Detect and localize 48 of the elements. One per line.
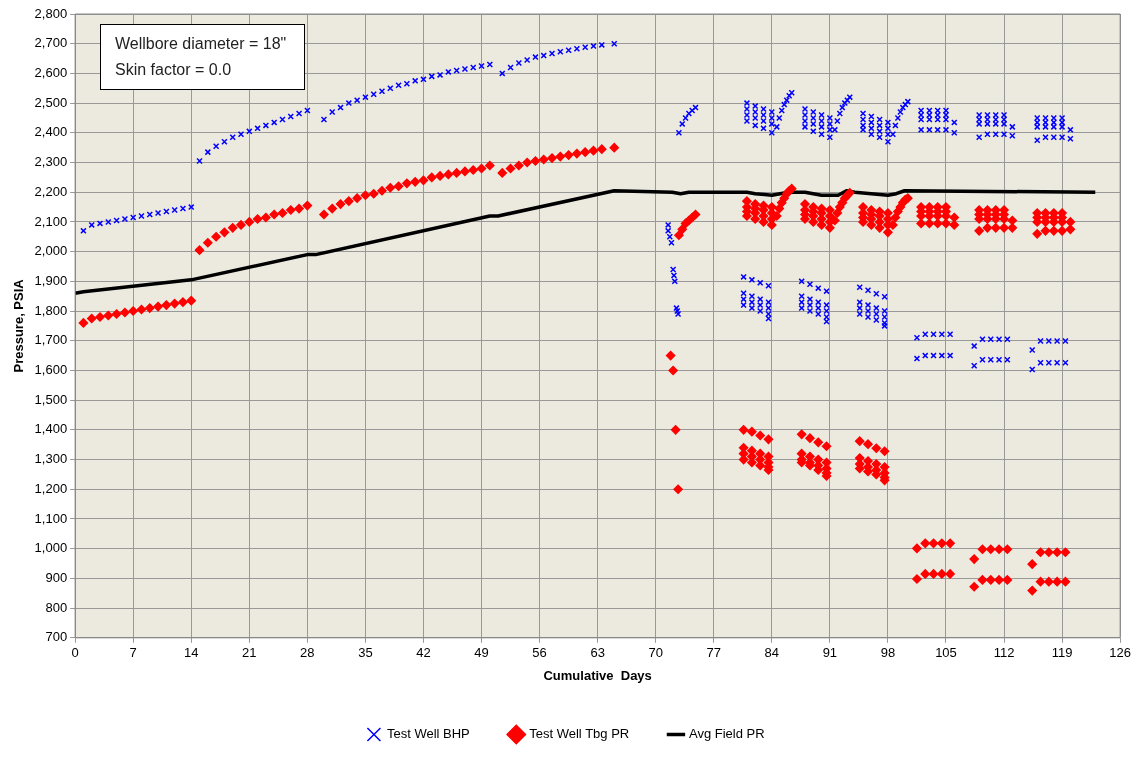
y-tick-label: 1,600 <box>34 362 68 378</box>
y-tick-label: 1,000 <box>34 540 68 556</box>
y-tick-label: 900 <box>45 569 68 585</box>
x-tick-label: 63 <box>590 645 605 661</box>
x-tick-label: 77 <box>706 645 721 661</box>
x-tick-label: 7 <box>129 645 137 661</box>
y-tick-label: 1,800 <box>34 302 68 318</box>
x-tick-label: 112 <box>993 645 1015 661</box>
legend-label: Test Well Tbg PR <box>529 726 630 742</box>
y-tick-label: 1,200 <box>34 480 68 496</box>
x-tick-label: 126 <box>1109 645 1132 661</box>
y-tick-label: 800 <box>45 599 68 615</box>
x-axis-title: Cumulative Days <box>543 667 652 683</box>
annotation: Skin factor = 0.0 <box>115 60 233 80</box>
y-tick-label: 2,300 <box>34 154 68 170</box>
x-tick-label: 14 <box>184 645 199 661</box>
x-tick-label: 84 <box>764 645 780 661</box>
y-axis-title: Pressure, PSIA <box>11 278 27 373</box>
x-tick-label: 105 <box>935 645 957 661</box>
y-tick-label: 1,400 <box>34 421 68 437</box>
x-tick-label: 56 <box>532 645 547 661</box>
y-tick-label: 1,300 <box>34 451 68 467</box>
x-tick-label: 119 <box>1051 645 1073 661</box>
y-tick-label: 2,500 <box>34 94 68 110</box>
y-tick-label: 2,800 <box>34 5 68 21</box>
x-tick-label: 49 <box>474 645 489 661</box>
legend-label: Test Well BHP <box>386 726 470 742</box>
x-tick-label: 98 <box>880 645 896 661</box>
annotation: Wellbore diameter = 18" <box>115 34 287 54</box>
y-tick-label: 2,400 <box>34 124 68 140</box>
y-tick-label: 2,200 <box>34 183 68 199</box>
y-tick-label: 1,100 <box>34 510 68 526</box>
y-tick-label: 1,500 <box>34 391 68 407</box>
legend-label: Avg Field PR <box>688 726 765 742</box>
x-tick-label: 35 <box>358 645 373 661</box>
y-tick-label: 2,600 <box>34 64 68 80</box>
y-tick-label: 1,900 <box>34 272 68 288</box>
x-tick-label: 42 <box>416 645 431 661</box>
y-tick-label: 2,100 <box>34 213 68 229</box>
x-tick-label: 70 <box>648 645 663 661</box>
y-tick-label: 2,000 <box>34 243 68 259</box>
x-tick-label: 21 <box>242 645 257 661</box>
y-tick-label: 700 <box>45 629 68 645</box>
y-tick-label: 2,700 <box>34 35 68 51</box>
x-tick-label: 28 <box>300 645 315 661</box>
y-tick-label: 1,700 <box>34 332 68 348</box>
x-tick-label: 0 <box>71 645 79 661</box>
x-tick-label: 91 <box>822 645 838 661</box>
